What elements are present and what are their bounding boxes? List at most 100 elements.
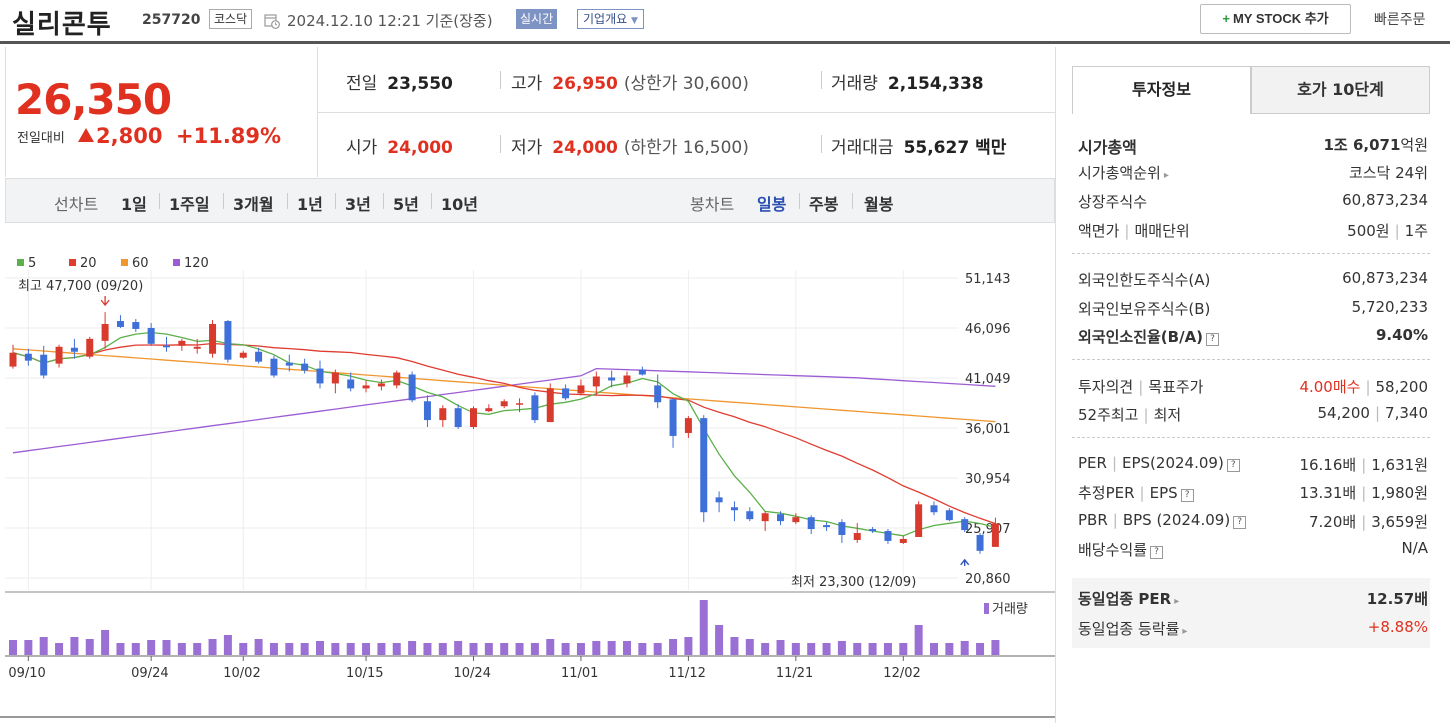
candle-weekly[interactable]: 주봉 [809, 195, 839, 214]
candle-body [899, 538, 907, 543]
ma5-line [12, 331, 996, 537]
volume: 거래량 2,154,338 [831, 74, 984, 94]
help-icon[interactable]: ? [1233, 516, 1247, 529]
tab-orderbook[interactable]: 호가 10단계 [1251, 66, 1430, 114]
period-3y[interactable]: 3년 [345, 195, 371, 214]
ma20-line [12, 342, 996, 525]
open-price: 시가 24,000 [346, 138, 453, 158]
candle-body [147, 327, 155, 344]
period-5y[interactable]: 5년 [393, 195, 419, 214]
candle-body [101, 323, 109, 341]
plus-icon: + [1222, 11, 1230, 26]
candle-body [454, 408, 462, 428]
candle-body [393, 372, 401, 386]
chevron-down-icon: ▼ [631, 16, 638, 26]
quick-order-link[interactable]: 빠른주문 [1374, 12, 1426, 28]
legend-swatch [984, 603, 989, 614]
period-1w[interactable]: 1주일 [169, 195, 210, 214]
volume-bar [316, 641, 324, 655]
volume-bar [300, 643, 309, 655]
x-tick-label: 10/02 [223, 666, 260, 681]
volume-bar [131, 643, 140, 655]
volume-bar [930, 643, 938, 655]
period-1y[interactable]: 1년 [297, 195, 323, 214]
volume-bar [730, 637, 739, 655]
candle-body [915, 504, 923, 537]
candle-body [792, 517, 800, 523]
candle-body [961, 519, 969, 531]
candle-body [669, 399, 677, 436]
candle-body [623, 375, 631, 384]
help-icon[interactable]: ? [1206, 333, 1220, 346]
x-tick-label: 10/15 [346, 666, 383, 681]
divider [852, 193, 853, 209]
x-tick-label: 11/12 [668, 666, 705, 681]
volume-bar [546, 639, 555, 655]
candle-body [209, 323, 217, 354]
candle-body [285, 362, 293, 366]
volume-bar [177, 643, 186, 655]
candle-body [592, 376, 600, 387]
chevron-right-icon[interactable]: ▸ [1182, 626, 1188, 637]
volume-bar [530, 643, 539, 655]
legend-label: 20 [80, 256, 97, 271]
candle-daily[interactable]: 일봉 [757, 195, 787, 214]
chevron-right-icon[interactable]: ▸ [1174, 596, 1180, 607]
volume-bar [162, 640, 171, 655]
volume-bar [423, 643, 432, 655]
candle-body [546, 388, 554, 423]
period-1d[interactable]: 1일 [121, 195, 147, 214]
candle-body [853, 533, 861, 540]
help-icon[interactable]: ? [1150, 546, 1164, 559]
period-10y[interactable]: 10년 [441, 195, 478, 214]
divider [821, 71, 822, 89]
price-change: 2,800 [78, 124, 162, 148]
divider [383, 193, 384, 209]
y-tick-label: 46,096 [965, 322, 1011, 337]
candle-body [270, 358, 278, 376]
volume-bar [883, 643, 892, 655]
compare-label: 전일대비 [17, 131, 65, 146]
candle-body [116, 321, 124, 327]
candle-body [531, 395, 539, 421]
volume-bar [223, 635, 232, 655]
help-icon[interactable]: ? [1226, 459, 1240, 472]
x-tick-label: 10/24 [454, 666, 491, 681]
y-tick-label: 36,001 [965, 422, 1011, 437]
candlestick-chart: 51,143 46,096 41,049 36,001 30,954 25,907 20,8… [0, 256, 1055, 718]
divider [500, 71, 501, 89]
candle-monthly[interactable]: 월봉 [864, 195, 894, 214]
arrow-up-icon [960, 558, 970, 566]
volume-bar [484, 643, 493, 655]
volume-bar [807, 643, 816, 655]
info-tabs: 투자정보 호가 10단계 [1072, 66, 1430, 114]
candle-body [684, 418, 692, 433]
volume-bar [515, 643, 524, 655]
x-tick-label: 11/01 [561, 666, 598, 681]
legend-label: 120 [184, 256, 209, 271]
stock-header: 실리콘투 257720 코스닥 2024.12.10 12:21 기준(장중) … [0, 0, 1450, 44]
arrow-down-icon [100, 296, 110, 307]
volume-legend-label: 거래량 [992, 602, 1028, 617]
x-tick-label: 12/02 [883, 666, 920, 681]
volume-bar [239, 643, 248, 655]
high-annotation: 최고 47,700 (09/20) [18, 279, 143, 294]
candle-body [55, 346, 63, 364]
realtime-button[interactable]: 실시간 [516, 9, 558, 29]
divider [799, 193, 800, 209]
ma120-line [12, 367, 996, 454]
market-badge: 코스닥 [209, 9, 253, 29]
volume-bar [576, 643, 585, 655]
company-overview-dropdown[interactable]: 기업개요 ▼ [577, 9, 644, 29]
help-icon[interactable]: ? [1180, 489, 1194, 502]
candle-body [991, 523, 999, 547]
current-price-panel: 26,350 전일대비 2,800 +11.89% [6, 47, 318, 177]
volume-bar [791, 643, 800, 655]
candle-body [976, 535, 984, 551]
x-tick-label: 09/10 [8, 666, 45, 681]
divider [821, 135, 822, 153]
period-3m[interactable]: 3개월 [233, 195, 274, 214]
y-tick-label: 25,907 [965, 522, 1011, 537]
add-mystock-button[interactable]: + MY STOCK 추가 [1200, 4, 1351, 34]
tab-invest-info[interactable]: 투자정보 [1072, 66, 1251, 114]
